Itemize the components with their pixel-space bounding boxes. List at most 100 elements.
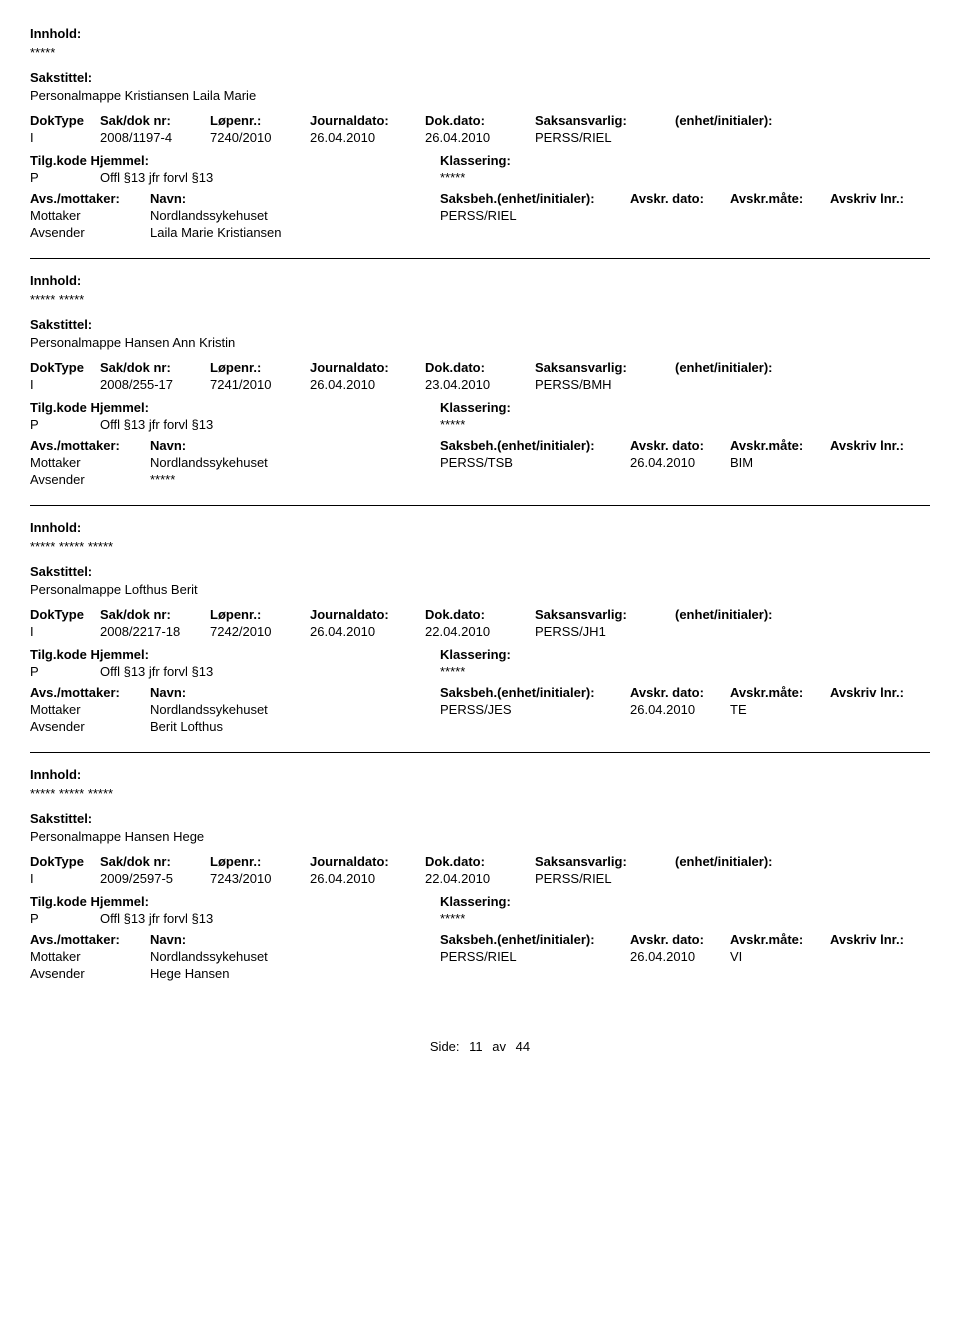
sakstittel-label: Sakstittel: [30, 70, 930, 85]
dokdato-header: Dok.dato: [425, 854, 535, 869]
avsender-label: Avsender [30, 472, 150, 487]
klassering-header: Klassering: [440, 153, 820, 168]
tilg-header-row: Tilg.kode Hjemmel: Klassering: [30, 894, 930, 909]
tilgkode-header: Tilg.kode [30, 400, 87, 415]
hjemmel-header: Hjemmel: [90, 400, 149, 415]
lopenr-header: Løpenr.: [210, 607, 310, 622]
sakdok-header: Sak/dok nr: [100, 113, 210, 128]
avskrdato-value: 26.04.2010 [630, 702, 730, 717]
tilgkode-value: P [30, 911, 100, 926]
journaldato-header: Journaldato: [310, 607, 425, 622]
saksbeh-value: PERSS/TSB [440, 455, 630, 470]
saksbeh-value: PERSS/RIEL [440, 208, 630, 223]
saksansvarlig-value: PERSS/JH1 [535, 624, 675, 639]
dokdato-value: 23.04.2010 [425, 377, 535, 392]
sakdok-header: Sak/dok nr: [100, 607, 210, 622]
avskrmate-header: Avskr.måte: [730, 438, 830, 453]
dokdato-header: Dok.dato: [425, 360, 535, 375]
dokdato-value: 26.04.2010 [425, 130, 535, 145]
journal-record: Innhold: ***** ***** ***** Sakstittel: P… [30, 520, 930, 753]
doktype-header: DokType [30, 113, 100, 128]
avskrivlnr-header: Avskriv lnr.: [830, 191, 930, 206]
avsender-label: Avsender [30, 719, 150, 734]
avsender-navn: Laila Marie Kristiansen [150, 225, 440, 240]
tilg-value-row: P Offl §13 jfr forvl §13 ***** [30, 664, 930, 679]
hjemmel-value: Offl §13 jfr forvl §13 [100, 911, 440, 926]
tilgkode-value: P [30, 170, 100, 185]
mottaker-row: Mottaker Nordlandssykehuset PERSS/TSB 26… [30, 455, 930, 470]
avskrmate-value [730, 208, 830, 223]
avsmottaker-header-row: Avs./mottaker: Navn: Saksbeh.(enhet/init… [30, 191, 930, 206]
sakstittel-label: Sakstittel: [30, 564, 930, 579]
avsender-navn: Berit Lofthus [150, 719, 440, 734]
journaldato-header: Journaldato: [310, 360, 425, 375]
mottaker-label: Mottaker [30, 702, 150, 717]
lopenr-header: Løpenr.: [210, 113, 310, 128]
enhetinitialer-header: (enhet/initialer): [675, 360, 825, 375]
avsender-row: Avsender Hege Hansen [30, 966, 930, 981]
tilg-value-row: P Offl §13 jfr forvl §13 ***** [30, 170, 930, 185]
avsmottaker-header: Avs./mottaker: [30, 932, 150, 947]
avskrivlnr-header: Avskriv lnr.: [830, 685, 930, 700]
doktype-value: I [30, 871, 100, 886]
mottaker-row: Mottaker Nordlandssykehuset PERSS/JES 26… [30, 702, 930, 717]
avsmottaker-header-row: Avs./mottaker: Navn: Saksbeh.(enhet/init… [30, 932, 930, 947]
mottaker-row: Mottaker Nordlandssykehuset PERSS/RIEL [30, 208, 930, 223]
doc-header-row: DokType Sak/dok nr: Løpenr.: Journaldato… [30, 854, 930, 869]
sakdok-value: 2008/2217-18 [100, 624, 210, 639]
tilgkode-value: P [30, 664, 100, 679]
tilgkode-value: P [30, 417, 100, 432]
enhetinitialer-header: (enhet/initialer): [675, 854, 825, 869]
klassering-value: ***** [440, 417, 820, 432]
navn-header: Navn: [150, 932, 440, 947]
dokdato-value: 22.04.2010 [425, 624, 535, 639]
sakdok-value: 2009/2597-5 [100, 871, 210, 886]
tilgkode-header: Tilg.kode [30, 647, 87, 662]
navn-header: Navn: [150, 191, 440, 206]
doktype-value: I [30, 624, 100, 639]
mottaker-label: Mottaker [30, 949, 150, 964]
saksbeh-header: Saksbeh.(enhet/initialer): [440, 438, 630, 453]
saksansvarlig-header: Saksansvarlig: [535, 607, 675, 622]
page-footer: Side: 11 av 44 [30, 1039, 930, 1054]
lopenr-value: 7241/2010 [210, 377, 310, 392]
mottaker-navn: Nordlandssykehuset [150, 702, 440, 717]
hjemmel-header: Hjemmel: [90, 894, 149, 909]
avskrmate-header: Avskr.måte: [730, 191, 830, 206]
saksansvarlig-value: PERSS/BMH [535, 377, 675, 392]
sakstittel-value: Personalmappe Hansen Ann Kristin [30, 335, 930, 350]
doc-value-row: I 2008/2217-18 7242/2010 26.04.2010 22.0… [30, 624, 930, 639]
avskrdato-value: 26.04.2010 [630, 455, 730, 470]
hjemmel-value: Offl §13 jfr forvl §13 [100, 170, 440, 185]
sakdok-value: 2008/255-17 [100, 377, 210, 392]
journal-record: Innhold: ***** ***** Sakstittel: Persona… [30, 273, 930, 506]
sakstittel-label: Sakstittel: [30, 317, 930, 332]
avskrmate-value: VI [730, 949, 830, 964]
avskrmate-header: Avskr.måte: [730, 932, 830, 947]
doktype-header: DokType [30, 607, 100, 622]
doc-header-row: DokType Sak/dok nr: Løpenr.: Journaldato… [30, 360, 930, 375]
innhold-label: Innhold: [30, 26, 930, 41]
sakstittel-value: Personalmappe Kristiansen Laila Marie [30, 88, 930, 103]
doktype-value: I [30, 130, 100, 145]
enhetinitialer-header: (enhet/initialer): [675, 607, 825, 622]
saksansvarlig-header: Saksansvarlig: [535, 360, 675, 375]
mottaker-row: Mottaker Nordlandssykehuset PERSS/RIEL 2… [30, 949, 930, 964]
innhold-value: ***** ***** [30, 292, 930, 307]
avsender-row: Avsender ***** [30, 472, 930, 487]
innhold-label: Innhold: [30, 520, 930, 535]
journaldato-value: 26.04.2010 [310, 130, 425, 145]
avsender-label: Avsender [30, 966, 150, 981]
mottaker-navn: Nordlandssykehuset [150, 455, 440, 470]
hjemmel-header: Hjemmel: [90, 647, 149, 662]
doktype-header: DokType [30, 854, 100, 869]
avsmottaker-header: Avs./mottaker: [30, 438, 150, 453]
sakdok-header: Sak/dok nr: [100, 854, 210, 869]
journaldato-header: Journaldato: [310, 854, 425, 869]
doktype-value: I [30, 377, 100, 392]
saksbeh-header: Saksbeh.(enhet/initialer): [440, 685, 630, 700]
saksbeh-header: Saksbeh.(enhet/initialer): [440, 191, 630, 206]
lopenr-value: 7242/2010 [210, 624, 310, 639]
journal-record: Innhold: ***** Sakstittel: Personalmappe… [30, 26, 930, 259]
klassering-value: ***** [440, 664, 820, 679]
